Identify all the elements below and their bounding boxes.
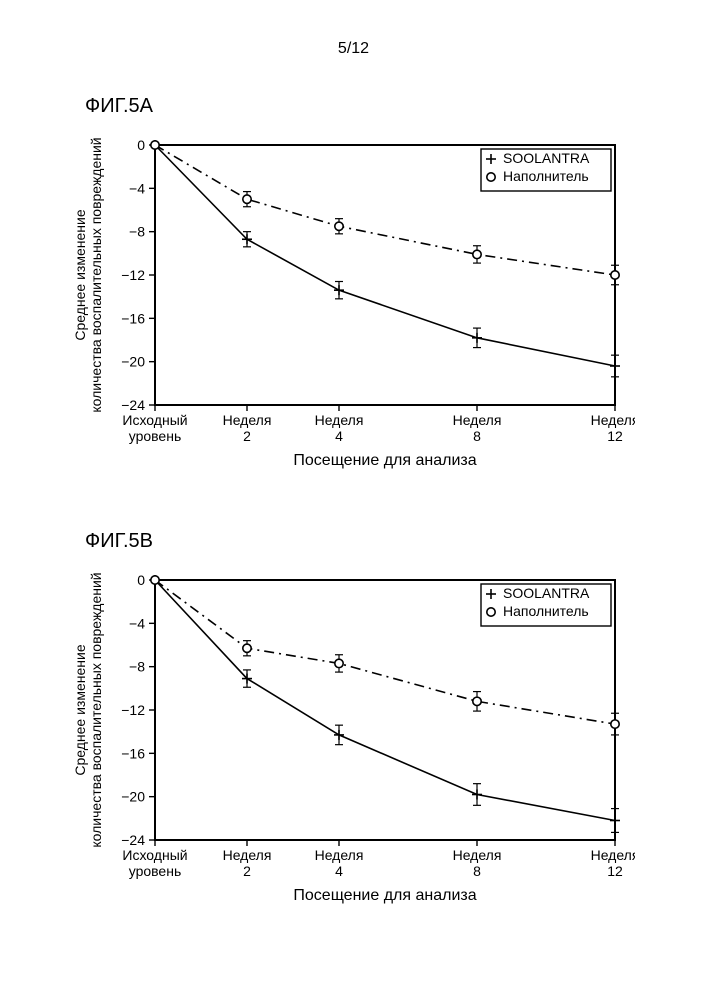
page-number: 5/12 xyxy=(0,40,707,58)
svg-text:Исходный: Исходный xyxy=(122,412,187,428)
svg-text:2: 2 xyxy=(243,863,251,879)
svg-text:Наполнитель: Наполнитель xyxy=(503,603,589,619)
svg-text:−24: −24 xyxy=(121,397,145,413)
svg-text:Посещение для анализа: Посещение для анализа xyxy=(293,452,476,469)
svg-text:8: 8 xyxy=(473,863,481,879)
svg-text:4: 4 xyxy=(335,428,343,444)
svg-text:−20: −20 xyxy=(121,789,145,805)
svg-text:−12: −12 xyxy=(121,702,145,718)
figure-b-title: ФИГ.5B xyxy=(85,530,153,553)
svg-text:−4: −4 xyxy=(129,615,145,631)
svg-text:Неделя: Неделя xyxy=(453,412,502,428)
svg-text:количества воспалительных повр: количества воспалительных повреждений xyxy=(88,572,104,847)
svg-text:4: 4 xyxy=(335,863,343,879)
svg-text:SOOLANTRA: SOOLANTRA xyxy=(503,585,590,601)
svg-text:Неделя: Неделя xyxy=(223,412,272,428)
svg-text:уровень: уровень xyxy=(129,863,182,879)
svg-text:Наполнитель: Наполнитель xyxy=(503,168,589,184)
svg-text:−12: −12 xyxy=(121,267,145,283)
svg-text:Среднее изменение: Среднее изменение xyxy=(75,209,88,340)
svg-text:8: 8 xyxy=(473,428,481,444)
svg-text:Посещение для анализа: Посещение для анализа xyxy=(293,887,476,904)
page: 5/12 ФИГ.5A 0−4−8−12−16−20−24Исходныйуро… xyxy=(0,0,707,1000)
svg-text:0: 0 xyxy=(137,572,145,588)
svg-text:Неделя: Неделя xyxy=(453,847,502,863)
svg-text:Неделя: Неделя xyxy=(315,412,364,428)
svg-text:Неделя: Неделя xyxy=(591,847,635,863)
svg-text:Неделя: Неделя xyxy=(223,847,272,863)
svg-text:количества воспалительных повр: количества воспалительных повреждений xyxy=(88,137,104,412)
svg-text:−20: −20 xyxy=(121,354,145,370)
svg-text:−16: −16 xyxy=(121,745,145,761)
figure-a-chart: 0−4−8−12−16−20−24ИсходныйуровеньНеделя2Н… xyxy=(75,135,635,475)
svg-text:Исходный: Исходный xyxy=(122,847,187,863)
svg-text:Среднее изменение: Среднее изменение xyxy=(75,644,88,775)
svg-text:2: 2 xyxy=(243,428,251,444)
svg-text:уровень: уровень xyxy=(129,428,182,444)
svg-text:12: 12 xyxy=(607,428,623,444)
svg-text:SOOLANTRA: SOOLANTRA xyxy=(503,150,590,166)
svg-text:0: 0 xyxy=(137,137,145,153)
figure-a-title: ФИГ.5A xyxy=(85,95,153,118)
svg-text:−8: −8 xyxy=(129,224,145,240)
svg-text:12: 12 xyxy=(607,863,623,879)
figure-b-chart: 0−4−8−12−16−20−24ИсходныйуровеньНеделя2Н… xyxy=(75,570,635,910)
svg-text:−24: −24 xyxy=(121,832,145,848)
svg-text:−4: −4 xyxy=(129,180,145,196)
svg-text:Неделя: Неделя xyxy=(315,847,364,863)
svg-text:−16: −16 xyxy=(121,310,145,326)
svg-text:Неделя: Неделя xyxy=(591,412,635,428)
svg-text:−8: −8 xyxy=(129,659,145,675)
